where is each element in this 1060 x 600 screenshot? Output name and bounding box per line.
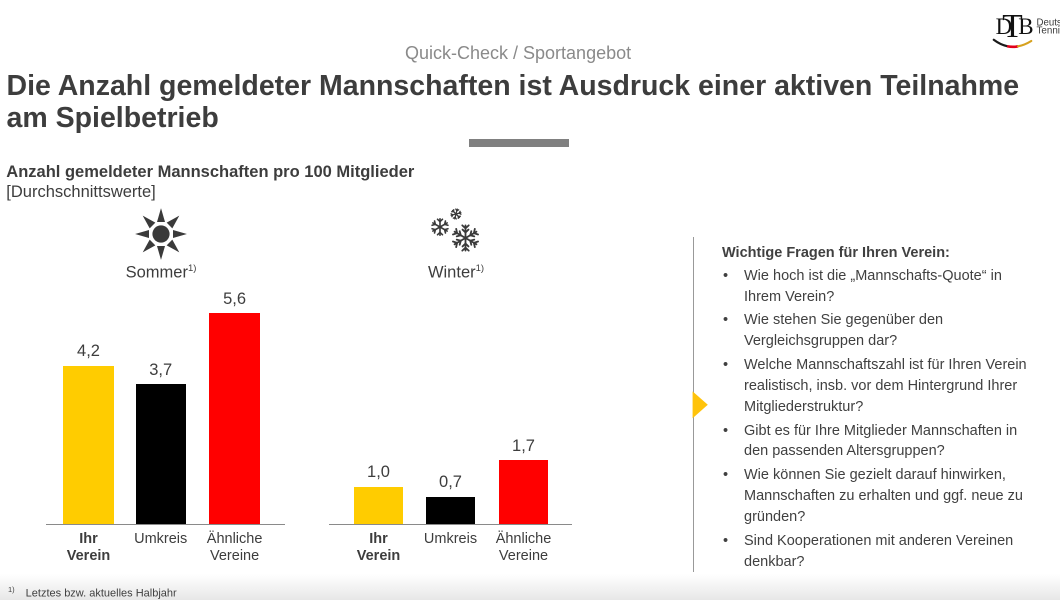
svg-text:T: T — [1002, 8, 1022, 45]
svg-text:D: D — [996, 14, 1013, 39]
svg-text:Deutscher: Deutscher — [1037, 18, 1060, 29]
svg-text:Tennis Bund: Tennis Bund — [1037, 26, 1060, 37]
svg-text:B: B — [1018, 14, 1033, 39]
